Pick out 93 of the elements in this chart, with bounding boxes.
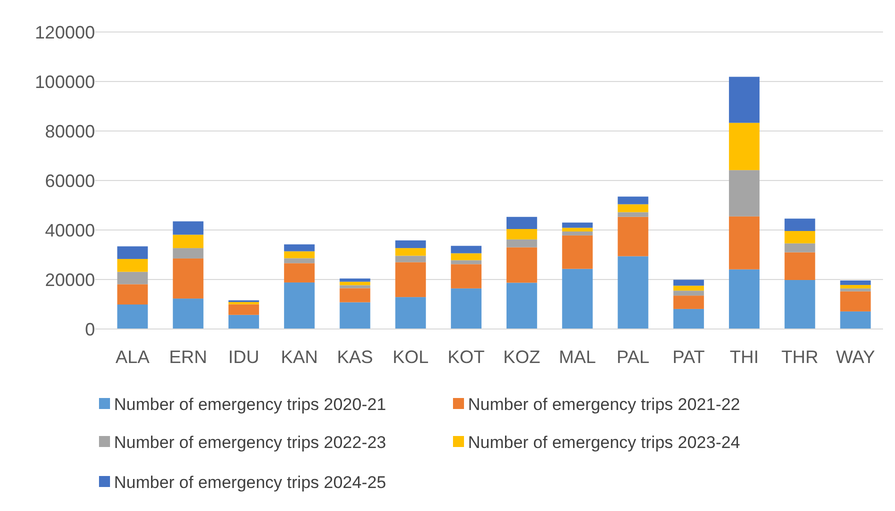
bar [840,284,871,288]
bar [172,234,204,248]
bar [506,229,538,240]
bar [284,251,315,258]
x-tick-label: KOL [392,347,429,367]
bar [117,272,148,284]
bar [395,297,426,329]
bar [172,258,204,299]
x-tick-label: KOZ [503,347,540,367]
bar [340,288,370,302]
bar [673,286,704,291]
bar [840,280,871,285]
bar [117,284,148,304]
bar [728,76,760,123]
bar [562,228,593,232]
bar [728,269,760,329]
bar [562,268,593,329]
y-tick-label: 100000 [34,72,95,92]
bar [562,222,593,228]
bar [840,291,871,312]
bar [284,258,315,264]
bar [395,262,426,298]
bar [450,246,482,254]
bar [562,231,593,236]
bar [618,256,648,329]
x-tick-label: KAS [336,347,373,367]
bar [506,239,538,248]
x-tick-label: MAL [558,347,596,367]
bar [172,221,204,235]
x-tick-label: THR [781,347,818,367]
y-tick-label: 60000 [44,170,95,191]
bar [840,311,871,329]
y-tick-label: 0 [84,319,95,340]
bar [395,240,426,248]
bar [618,196,648,204]
bar [506,247,538,283]
bar [450,253,482,260]
legend-label: Number of emergency trips 2020-21 [114,394,386,414]
bar [673,308,704,329]
x-tick-label: ALA [116,347,150,367]
bar [506,216,538,230]
bar [784,243,816,252]
bar [117,304,148,329]
x-tick-label: PAT [672,347,705,367]
x-tick-label: IDU [228,347,260,367]
bar [395,256,426,262]
bar [228,304,260,315]
bar [228,314,260,329]
bar [340,282,370,286]
bar [840,288,871,292]
bar [728,170,760,216]
bar [172,248,204,258]
bar [728,122,760,170]
bar [784,230,816,244]
bar [284,244,315,252]
x-tick-label: KOT [448,347,485,367]
legend-label: Number of emergency trips 2022-23 [114,432,386,452]
x-tick-label: KAN [280,347,318,367]
x-tick-label: THI [730,347,759,367]
bar [728,216,760,270]
bar [673,296,704,309]
legend-label: Number of emergency trips 2021-22 [468,394,740,414]
y-tick-label: 80000 [44,121,95,142]
bar [284,282,315,329]
bar [340,285,370,288]
bar [340,278,370,282]
y-tick-label: 20000 [44,270,95,290]
x-tick-label: WAY [836,347,875,367]
bar [506,282,538,329]
y-tick-label: 40000 [44,220,95,240]
bar [172,298,204,329]
bar [450,264,482,288]
bar [673,290,704,296]
legend-label: Number of emergency trips 2024-25 [114,472,386,492]
bar [117,258,148,272]
bar [784,252,816,280]
bar [284,263,315,282]
bar [784,280,816,329]
bar [562,235,593,269]
bar [117,246,148,259]
bar [395,248,426,256]
bar [340,302,370,329]
legend-label: Number of emergency trips 2023-24 [468,432,740,452]
bar [784,218,816,231]
bar [450,260,482,264]
x-tick-label: PAL [616,347,650,367]
bar [450,288,482,329]
bar [673,280,704,286]
bar [618,204,648,212]
x-tick-label: ERN [169,347,208,367]
y-tick-label: 120000 [34,22,95,42]
bar [618,212,648,217]
bar [618,216,648,256]
